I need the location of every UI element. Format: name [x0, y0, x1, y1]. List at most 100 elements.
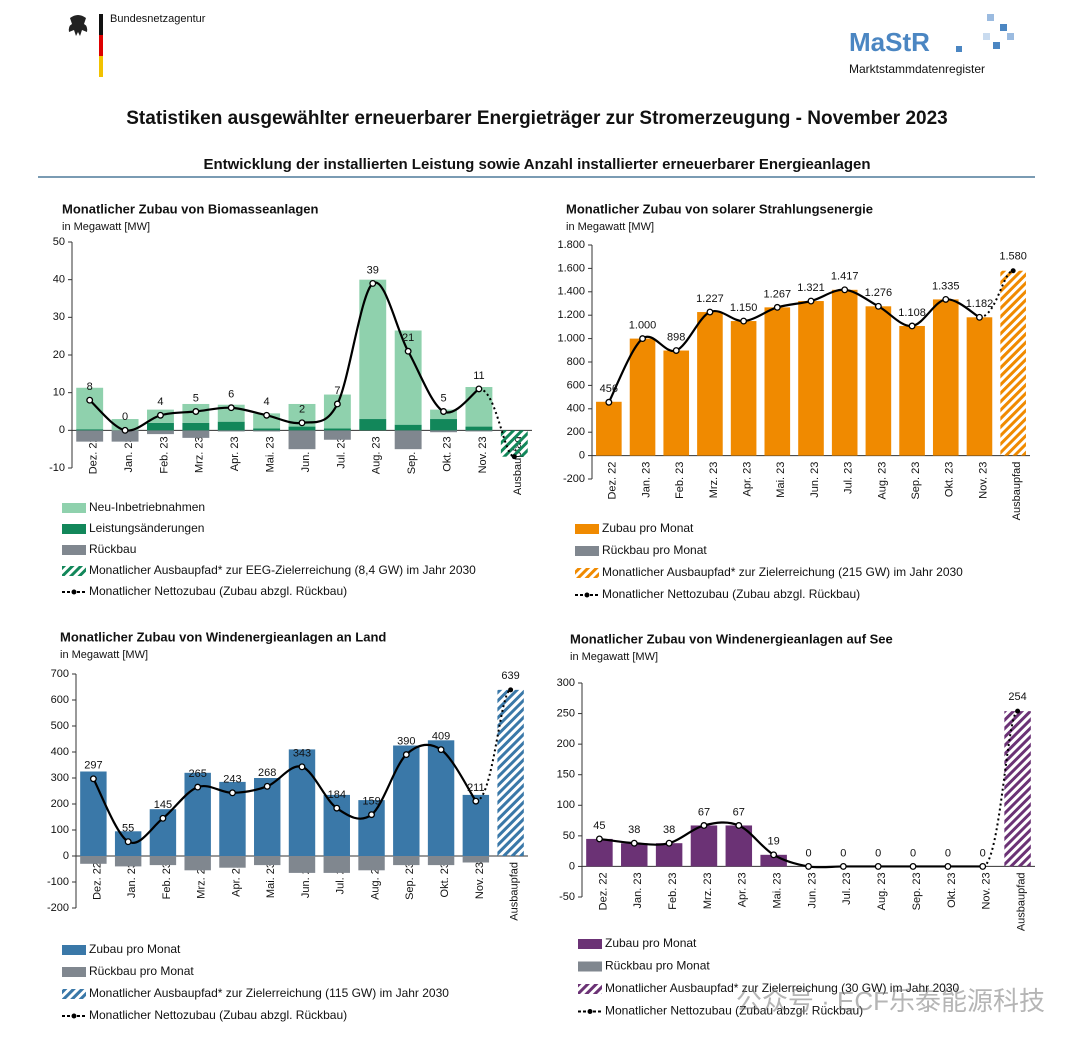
bar — [730, 321, 757, 456]
data-label: 4 — [157, 396, 163, 408]
bar — [114, 856, 142, 867]
x-tick-label: Feb. 23 — [161, 862, 173, 899]
target-bar — [1004, 711, 1031, 867]
y-tick-label: 100 — [51, 824, 69, 836]
y-tick-label: 200 — [51, 798, 69, 810]
net-point — [229, 789, 236, 797]
legend-label: Monatlicher Nettozubau (Zubau abzgl. Rüc… — [605, 1004, 863, 1018]
y-tick-label: 1.800 — [557, 239, 585, 251]
bar — [182, 422, 210, 431]
net-point — [227, 404, 235, 412]
net-point — [605, 398, 613, 406]
chart-title: Monatlicher Zubau von Biomasseanlagen — [62, 201, 318, 216]
agency-name: Bundesnetzagentur — [110, 13, 206, 25]
data-label: 67 — [733, 806, 745, 818]
bar — [394, 424, 422, 431]
bar — [217, 421, 245, 431]
bar — [253, 430, 281, 432]
x-tick-label: Jan. 23 — [126, 862, 138, 898]
data-label: 0 — [805, 847, 811, 859]
bar — [253, 428, 281, 431]
x-tick-label: Aug. 23 — [876, 462, 888, 500]
bar — [966, 317, 993, 456]
target-bar — [497, 689, 524, 856]
legend-label: Zubau pro Monat — [89, 942, 181, 956]
bar — [465, 426, 493, 431]
net-point — [86, 396, 94, 404]
data-label: 639 — [501, 670, 519, 682]
data-label: 297 — [84, 760, 102, 772]
y-tick-label: -200 — [563, 473, 585, 485]
bar — [111, 419, 139, 431]
x-tick-label: Sep. 23 — [404, 862, 416, 900]
x-tick-label: Dez. 22 — [88, 436, 100, 474]
y-tick-label: 1.600 — [557, 262, 585, 274]
net-point — [706, 308, 714, 316]
y-tick-label: -100 — [47, 876, 69, 888]
net-point — [194, 783, 202, 791]
bar — [764, 307, 791, 456]
bar — [394, 430, 422, 450]
x-tick-label: Jan. 23 — [632, 872, 644, 908]
x-tick-label: Okt. 23 — [441, 436, 453, 471]
x-tick-label: Jul. 23 — [335, 436, 347, 468]
y-tick-label: 250 — [557, 707, 575, 719]
x-tick-label: Aug. 23 — [371, 436, 383, 474]
bar — [359, 419, 387, 431]
y-tick-label: 20 — [53, 349, 65, 361]
data-label: 145 — [154, 799, 172, 811]
y-tick-label: 600 — [51, 694, 69, 706]
bar — [394, 330, 422, 425]
bar — [76, 429, 104, 431]
x-tick-label: Mrz. 23 — [194, 436, 206, 473]
net-point — [841, 286, 849, 294]
net-point — [298, 763, 306, 771]
x-tick-label: Jun. 23 — [809, 462, 821, 498]
data-label: 1.150 — [730, 302, 758, 314]
y-tick-label: 30 — [53, 311, 65, 323]
bar — [111, 430, 139, 442]
bar — [217, 430, 245, 432]
legend-swatch — [575, 568, 599, 578]
net-point — [735, 822, 743, 829]
data-label: 2 — [299, 404, 305, 416]
x-tick-label: Mrz. 23 — [708, 462, 720, 499]
chart-subtitle: in Megawatt [MW] — [566, 221, 654, 233]
x-tick-label: Mai. 23 — [265, 862, 277, 898]
bar — [288, 403, 316, 427]
y-tick-label: 0 — [59, 424, 65, 436]
data-label: 67 — [698, 806, 710, 818]
register-name: Marktstammdatenregister — [849, 62, 985, 76]
bar — [182, 430, 210, 438]
bar — [288, 426, 316, 431]
net-point — [192, 408, 200, 415]
legend-label: Zubau pro Monat — [605, 936, 697, 950]
x-tick-label: Feb. 23 — [158, 436, 170, 473]
data-label: 6 — [228, 389, 234, 401]
data-label: 0 — [910, 847, 916, 859]
legend-label: Rückbau pro Monat — [605, 959, 710, 973]
net-point — [874, 302, 882, 310]
target-point — [508, 687, 514, 693]
x-tick-label: Okt. 23 — [946, 872, 958, 907]
net-point — [700, 822, 708, 829]
net-point — [404, 347, 412, 355]
page-title: Statistiken ausgewählter erneuerbarer En… — [126, 108, 948, 129]
y-tick-label: 800 — [567, 356, 585, 368]
x-tick-label: Jul. 23 — [841, 872, 853, 904]
target-point — [1015, 708, 1021, 714]
legend-swatch — [71, 1013, 77, 1019]
data-label: 39 — [367, 264, 379, 276]
data-label: 19 — [768, 836, 780, 848]
net-point — [908, 322, 916, 330]
bar — [430, 430, 457, 433]
target-connector — [478, 387, 515, 458]
data-label: 0 — [980, 847, 986, 859]
net-point — [263, 782, 271, 790]
target-connector — [979, 269, 1014, 319]
y-tick-label: 1.000 — [557, 333, 585, 345]
x-tick-label: Okt. 23 — [439, 862, 451, 897]
net-point — [159, 814, 167, 822]
bar — [427, 856, 455, 866]
